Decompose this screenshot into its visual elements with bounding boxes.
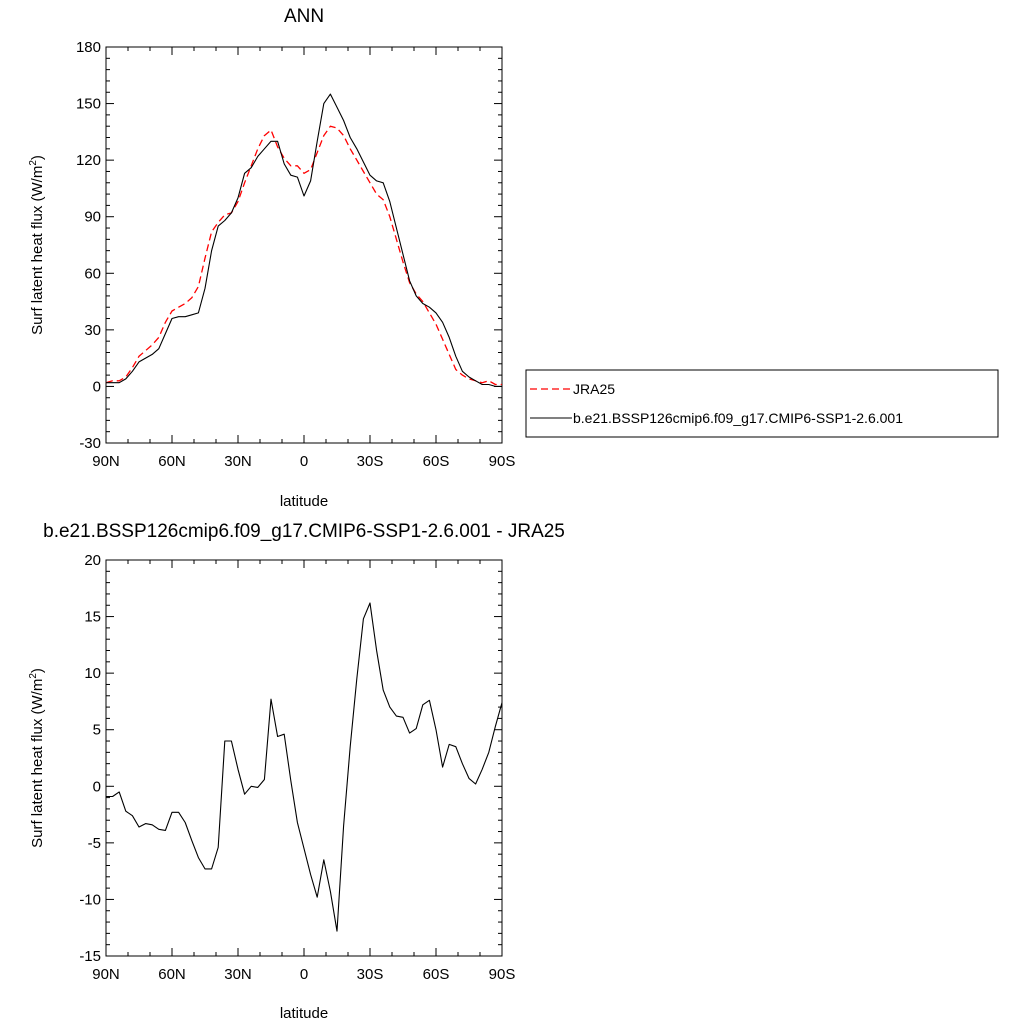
y-tick-label-1: -10: [79, 891, 101, 908]
y-tick-label-1: 0: [93, 378, 101, 395]
y-axis-label-top-main: Surf latent heat flux (W/m: [29, 166, 46, 335]
tick-labels-top: 90N 60N 30N 0 30S 60S 90S -30 0 30 60 90 120 150 180: [76, 39, 515, 470]
series-line-jra25: [105, 125, 502, 386]
y-axis-label-bottom: Surf latent heat flux (W/m2): [28, 668, 46, 848]
series-lines-top: [105, 93, 502, 387]
y-tick-label-3: 0: [93, 778, 101, 795]
y-tick-label-7: 180: [76, 39, 101, 56]
x-tick-label-4: 30S: [357, 966, 384, 983]
panel-annual-mean: ANN 90N 60N 30N 0 30S 60S 90S -30 0 30 60 90 120 150 1…: [28, 6, 515, 510]
y-tick-label-6: 150: [76, 96, 101, 113]
y-tick-label-6: 15: [84, 609, 101, 626]
y-tick-label-7: 20: [84, 552, 101, 569]
y-axis-label-bottom-tail: ): [29, 668, 46, 673]
series-lines-bottom: [106, 602, 503, 932]
x-tick-label-2: 30N: [224, 966, 252, 983]
x-axis-label-bottom: latitude: [280, 1005, 328, 1022]
x-tick-label-3: 0: [300, 966, 308, 983]
y-axis-label-top-sup: 2: [28, 160, 39, 166]
x-tick-label-1: 60N: [158, 966, 186, 983]
y-tick-label-4: 90: [84, 209, 101, 226]
y-tick-label-2: 30: [84, 322, 101, 339]
y-tick-label-5: 120: [76, 152, 101, 169]
x-tick-label-1: 60N: [158, 453, 186, 470]
x-tick-label-5: 60S: [423, 966, 450, 983]
axis-ticks-top: [105, 46, 503, 444]
chart-title-top: ANN: [284, 6, 324, 27]
panel-difference: b.e21.BSSP126cmip6.f09_g17.CMIP6-SSP1-2.…: [28, 521, 565, 1022]
x-tick-label-6: 90S: [489, 966, 516, 983]
y-axis-label-top: Surf latent heat flux (W/m2): [28, 155, 46, 335]
y-tick-label-0: -15: [79, 948, 101, 965]
legend-label-model: b.e21.BSSP126cmip6.f09_g17.CMIP6-SSP1-2.…: [573, 410, 903, 426]
series-line-difference: [106, 602, 503, 932]
x-tick-label-3: 0: [300, 453, 308, 470]
legend-box: [525, 369, 999, 438]
x-tick-label-5: 60S: [423, 453, 450, 470]
x-tick-label-6: 90S: [489, 453, 516, 470]
y-axis-label-top-tail: ): [29, 155, 46, 160]
series-line-model: [106, 93, 502, 387]
legend: JRA25 b.e21.BSSP126cmip6.f09_g17.CMIP6-S…: [525, 369, 999, 438]
x-tick-label-2: 30N: [224, 453, 252, 470]
tick-labels-bottom: 90N 60N 30N 0 30S 60S 90S -15 -10 -5 0 5 10 15 20: [79, 552, 515, 983]
y-tick-label-0: -30: [79, 435, 101, 452]
y-tick-label-2: -5: [88, 835, 101, 852]
x-axis-label-top: latitude: [280, 493, 328, 510]
plot-frame-top: [105, 46, 503, 444]
y-tick-label-4: 5: [93, 722, 101, 739]
x-tick-label-0: 90N: [92, 453, 120, 470]
axis-ticks-bottom: [105, 559, 503, 957]
plot-frame-bottom: [105, 559, 503, 957]
chart-title-bottom: b.e21.BSSP126cmip6.f09_g17.CMIP6-SSP1-2.…: [43, 521, 565, 542]
y-tick-label-5: 10: [84, 665, 101, 682]
x-tick-label-0: 90N: [92, 966, 120, 983]
y-axis-label-bottom-sup: 2: [28, 673, 39, 679]
y-axis-label-bottom-main: Surf latent heat flux (W/m: [29, 679, 46, 848]
y-tick-label-3: 60: [84, 265, 101, 282]
x-tick-label-4: 30S: [357, 453, 384, 470]
legend-label-jra25: JRA25: [573, 381, 615, 397]
